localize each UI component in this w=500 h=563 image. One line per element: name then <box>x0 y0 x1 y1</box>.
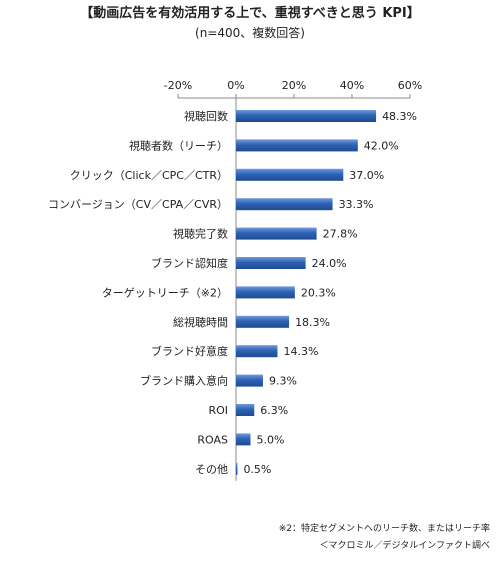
x-tick-label: 40% <box>340 79 364 92</box>
bar <box>236 227 317 240</box>
category-label: 視聴完了数 <box>173 227 228 241</box>
value-label: 0.5% <box>243 463 271 476</box>
x-tick-label: 0% <box>227 79 244 92</box>
category-label: クリック（Click／CPC／CTR） <box>70 169 228 182</box>
value-label: 33.3% <box>339 198 374 211</box>
category-label: ROI <box>208 404 228 417</box>
value-label: 9.3% <box>269 375 297 388</box>
x-tick-label: 60% <box>398 79 422 92</box>
bar <box>236 168 344 181</box>
category-label: 視聴者数（リーチ） <box>129 138 228 152</box>
category-label: 総視聴時間 <box>173 315 228 329</box>
bar <box>236 404 255 416</box>
category-label: 視聴回数 <box>184 109 228 123</box>
category-label: ターゲットリーチ（※2） <box>102 286 228 299</box>
bar <box>236 433 251 446</box>
chart-subtitle: (n=400、複数回答) <box>195 26 305 40</box>
bar <box>236 462 238 475</box>
bar <box>236 374 263 387</box>
category-label: ROAS <box>197 433 228 446</box>
bar <box>236 345 278 358</box>
footnote: ※2：特定セグメントへのリーチ数、またはリーチ率 <box>278 524 490 534</box>
category-label: ブランド購入意向 <box>140 374 228 388</box>
bar <box>236 139 358 152</box>
bar <box>236 198 333 211</box>
value-label: 42.0% <box>364 139 399 152</box>
value-label: 37.0% <box>349 169 384 182</box>
bar <box>236 315 290 328</box>
bar <box>236 257 306 269</box>
chart-title: 【動画広告を有効活用する上で、重視すべきと思う KPI】 <box>80 6 420 21</box>
category-label: ブランド好意度 <box>151 344 228 358</box>
source-note: ＜マクロミル／デジタルインファクト調べ <box>319 541 490 551</box>
value-label: 14.3% <box>283 345 318 358</box>
category-label: コンバージョン（CV／CPA／CVR） <box>48 198 228 211</box>
value-label: 18.3% <box>295 316 330 329</box>
x-tick-label: -20% <box>164 79 192 92</box>
value-label: 20.3% <box>301 286 336 299</box>
value-label: 27.8% <box>323 228 358 241</box>
x-tick-label: 20% <box>282 79 306 92</box>
category-label: その他 <box>195 463 228 476</box>
bar <box>236 110 377 122</box>
value-label: 48.3% <box>382 110 417 123</box>
value-label: 5.0% <box>257 433 285 446</box>
value-label: 24.0% <box>312 257 347 270</box>
value-label: 6.3% <box>260 404 288 417</box>
bar <box>236 286 295 299</box>
category-label: ブランド認知度 <box>151 256 228 270</box>
